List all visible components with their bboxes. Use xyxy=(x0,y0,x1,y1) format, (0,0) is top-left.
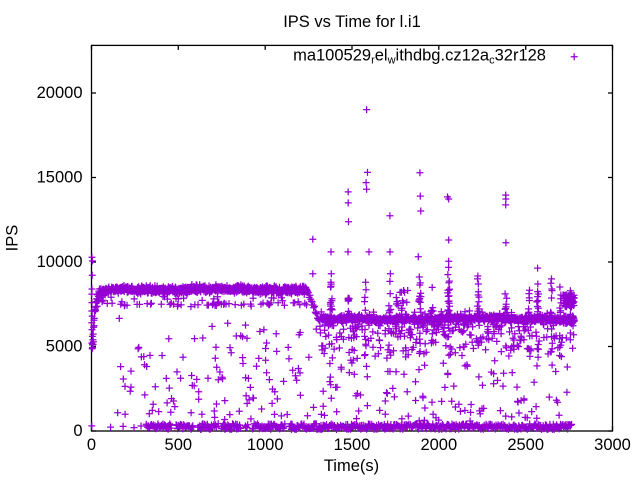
svg-text:5000: 5000 xyxy=(46,337,83,355)
svg-text:0: 0 xyxy=(73,422,82,440)
svg-text:IPS: IPS xyxy=(4,225,22,252)
svg-text:0: 0 xyxy=(87,436,96,454)
svg-text:2500: 2500 xyxy=(507,436,544,454)
svg-text:10000: 10000 xyxy=(37,253,83,271)
svg-text:ma100529relwithdbg.cz12ac32r12: ma100529relwithdbg.cz12ac32r128 xyxy=(293,46,546,66)
svg-text:1500: 1500 xyxy=(334,436,371,454)
svg-text:15000: 15000 xyxy=(37,168,83,186)
svg-text:Time(s): Time(s) xyxy=(324,457,379,475)
svg-text:1000: 1000 xyxy=(247,436,284,454)
svg-text:20000: 20000 xyxy=(37,84,83,102)
svg-text:IPS vs Time for l.i1: IPS vs Time for l.i1 xyxy=(283,13,421,31)
svg-text:2000: 2000 xyxy=(420,436,457,454)
svg-text:3000: 3000 xyxy=(594,436,631,454)
svg-text:500: 500 xyxy=(165,436,193,454)
